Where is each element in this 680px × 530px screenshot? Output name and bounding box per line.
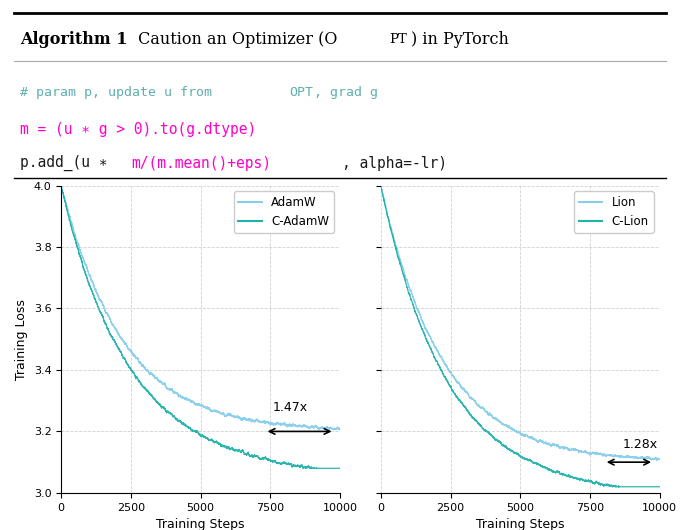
Text: 1.47x: 1.47x [272,401,307,414]
Text: , alpha=-lr): , alpha=-lr) [342,156,447,171]
Text: , grad g: , grad g [314,86,378,99]
Text: p.add_(u ∗: p.add_(u ∗ [20,155,117,171]
Y-axis label: Training Loss: Training Loss [15,299,28,379]
Text: Algorithm 1: Algorithm 1 [20,31,128,48]
Text: ) in PyTorch: ) in PyTorch [411,31,509,48]
Text: m = (u ∗ g > 0).to(g.dtype): m = (u ∗ g > 0).to(g.dtype) [20,122,256,137]
Text: OPT: OPT [289,86,313,99]
Text: m/(m.mean()+eps): m/(m.mean()+eps) [131,156,271,171]
Text: # param p, update u from: # param p, update u from [20,86,220,99]
Legend: AdamW, C-AdamW: AdamW, C-AdamW [234,191,334,233]
Text: 1.28x: 1.28x [622,438,658,452]
Text: PT: PT [390,33,407,46]
X-axis label: Training Steps: Training Steps [476,518,564,530]
Text: Caution an Optimizer (O: Caution an Optimizer (O [133,31,337,48]
Legend: Lion, C-Lion: Lion, C-Lion [574,191,653,233]
X-axis label: Training Steps: Training Steps [156,518,245,530]
